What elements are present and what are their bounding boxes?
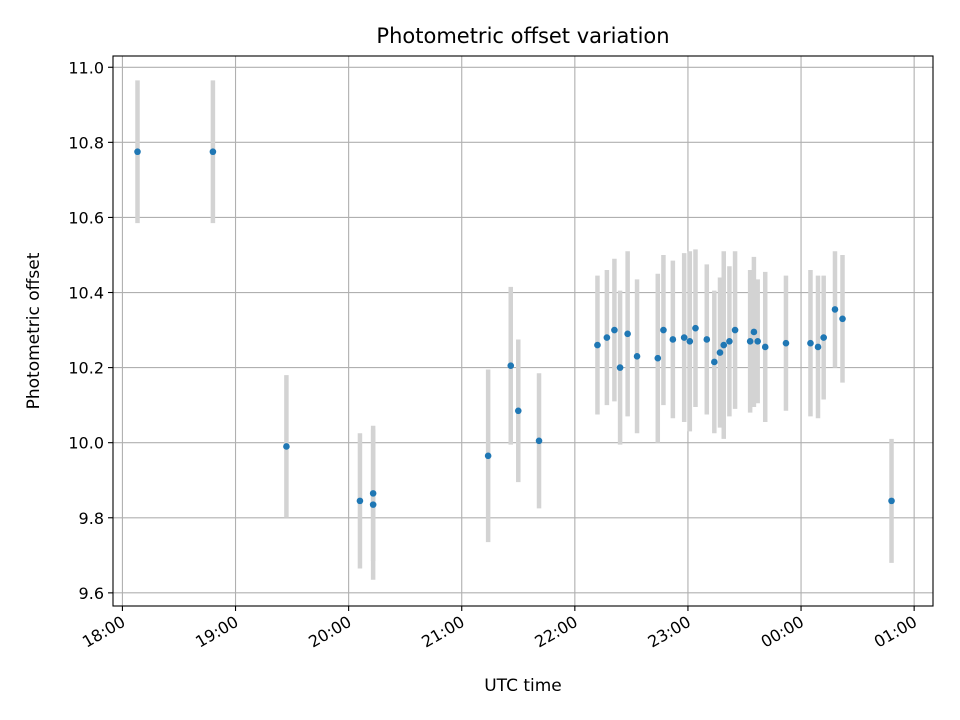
x-tick-label: 22:00 [531,612,580,652]
data-point [720,341,728,349]
chart-title: Photometric offset variation [376,24,669,48]
data-point [831,306,839,313]
data-point [514,407,522,415]
data-point [686,338,694,345]
data-point [820,334,827,341]
x-tick-label: 21:00 [418,612,467,652]
data-point [535,437,543,445]
data-point [669,336,677,343]
data-point [356,497,364,505]
data-point [507,362,515,370]
data-point [750,328,758,336]
data-point [716,349,724,356]
data-point [782,339,790,347]
x-tick-label: 18:00 [79,612,128,652]
data-point [369,501,377,508]
y-tick-label: 10.0 [68,434,104,453]
data-point [680,334,688,341]
error-bars [135,80,894,580]
data-point [660,326,667,334]
data-point [624,330,631,338]
y-axis-ticks: 9.6 9.8 10.0 10.2 10.4 10.6 10.8 11.0 [68,58,113,603]
data-point [754,338,761,345]
data-point [807,339,814,347]
data-point [746,338,754,345]
data-points [134,148,895,508]
data-point [814,343,822,351]
data-point [731,326,739,334]
x-tick-label: 19:00 [192,612,241,652]
data-point [726,338,733,345]
y-tick-label: 9.6 [79,584,104,603]
data-point [611,326,618,334]
data-point [888,497,895,505]
data-point [603,334,611,341]
data-point [134,148,141,156]
data-point [594,341,601,349]
x-tick-label: 00:00 [758,612,807,652]
y-tick-label: 9.8 [79,509,104,528]
data-point [484,452,492,460]
x-tick-label: 01:00 [871,612,920,652]
y-tick-label: 10.4 [68,284,104,303]
y-tick-label: 10.8 [68,133,104,152]
y-tick-label: 10.2 [68,359,104,378]
x-tick-label: 23:00 [645,612,694,652]
y-tick-label: 10.6 [68,208,104,227]
plot-frame [112,55,934,607]
data-point [839,315,846,323]
data-point [654,354,662,362]
data-point [209,148,217,156]
x-tick-label: 20:00 [305,612,354,652]
data-point [711,358,718,366]
data-point [692,324,699,332]
data-point [283,443,290,450]
data-point [616,364,624,371]
data-point [633,353,641,360]
x-axis-ticks: 18:00 19:00 20:00 21:00 22:00 23:00 00:00 01:00 [79,606,920,652]
x-axis-label: UTC time [484,676,562,696]
y-tick-label: 11.0 [68,58,104,77]
y-axis-label: Photometric offset [24,252,44,409]
data-point [369,490,377,497]
data-point [761,343,769,351]
data-point [703,336,711,343]
